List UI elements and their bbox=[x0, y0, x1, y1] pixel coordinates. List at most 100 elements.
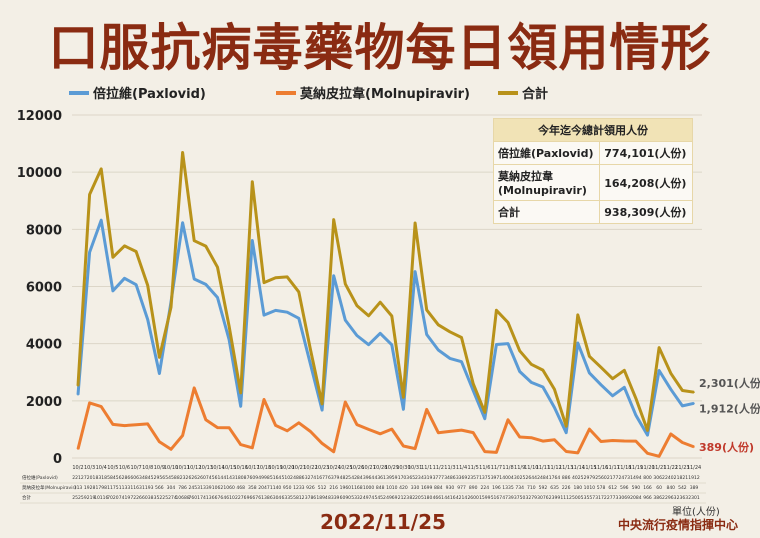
source-label: 中央流行疫情指揮中心 bbox=[618, 518, 739, 532]
x-tick-label: 10/18 bbox=[257, 465, 271, 471]
data-row-value: 592 bbox=[539, 485, 548, 491]
data-point-total bbox=[565, 425, 567, 428]
x-tick-label: 10/20 bbox=[280, 465, 294, 471]
y-tick-label: 10000 bbox=[17, 166, 62, 181]
x-tick-label: 10/5 bbox=[107, 465, 118, 471]
data-point-paxlovid bbox=[623, 386, 626, 389]
data-point-molnupiravir bbox=[611, 439, 614, 442]
data-row-value: 7413 bbox=[200, 495, 212, 501]
data-row-value: 8220 bbox=[409, 495, 421, 501]
data-row-value: 468 bbox=[236, 485, 245, 491]
data-point-total bbox=[553, 388, 556, 391]
data-point-total bbox=[681, 389, 684, 392]
data-point-molnupiravir bbox=[181, 434, 184, 437]
data-point-total bbox=[205, 245, 207, 247]
data-row-value: 5180 bbox=[421, 495, 433, 501]
summary-value: 164,208(人份) bbox=[599, 164, 693, 201]
data-point-molnupiravir bbox=[298, 421, 300, 424]
report-date: 2022/11/25 bbox=[320, 510, 446, 534]
data-point-molnupiravir bbox=[495, 451, 498, 454]
data-point-paxlovid bbox=[576, 342, 579, 344]
data-row-value: 512 bbox=[318, 485, 327, 491]
data-point-paxlovid bbox=[402, 408, 405, 411]
data-point-total bbox=[88, 193, 91, 196]
data-row-value: 8232 bbox=[177, 475, 189, 481]
x-tick-label: 11/23 bbox=[675, 465, 689, 471]
data-row-value: 10688 bbox=[175, 495, 189, 501]
data-point-paxlovid bbox=[542, 386, 544, 388]
data-point-total bbox=[367, 315, 370, 317]
data-row-value: 4998 bbox=[258, 475, 270, 481]
x-tick-label: 10/23 bbox=[315, 465, 329, 471]
x-tick-label: 11/20 bbox=[640, 465, 654, 471]
summary-label: 莫納皮拉韋 (Molnupiravir) bbox=[492, 164, 601, 201]
summary-value: 774,101(人份) bbox=[599, 141, 693, 165]
x-tick-label: 11/10 bbox=[524, 465, 538, 471]
data-row-value: 710 bbox=[527, 485, 536, 491]
data-row-value: 566 bbox=[155, 485, 164, 491]
x-tick-label: 11/6 bbox=[479, 465, 490, 471]
data-point-molnupiravir bbox=[216, 426, 219, 429]
end-label-paxlovid: 1,912(人份) bbox=[699, 401, 760, 415]
data-point-molnupiravir bbox=[565, 450, 567, 453]
data-point-total bbox=[112, 256, 114, 259]
data-point-total bbox=[530, 363, 533, 366]
data-row-value: 590 bbox=[632, 485, 641, 491]
summary-row-paxlovid: 倍拉維(Paxlovid) 774,101(人份) bbox=[492, 141, 693, 165]
data-point-total bbox=[239, 392, 242, 394]
data-row-value: 420 bbox=[399, 485, 408, 491]
data-point-molnupiravir bbox=[251, 446, 254, 449]
data-point-molnupiravir bbox=[112, 423, 114, 426]
data-row-value: 6038 bbox=[142, 495, 154, 501]
x-tick-label: 10/15 bbox=[222, 465, 236, 471]
data-point-molnupiravir bbox=[460, 429, 463, 431]
series-line-total bbox=[76, 151, 695, 432]
x-tick-label: 11/14 bbox=[571, 465, 585, 471]
data-point-total bbox=[425, 309, 428, 311]
x-tick-label: 10/11 bbox=[175, 465, 189, 471]
data-point-total bbox=[332, 218, 335, 221]
data-row-value: 786 bbox=[178, 485, 187, 491]
data-row-value: 7609 bbox=[247, 475, 259, 481]
data-row-value: 1175 bbox=[107, 485, 119, 491]
data-row-value: 1764 bbox=[549, 475, 561, 481]
x-tick-label: 11/18 bbox=[617, 465, 631, 471]
data-row-value: 5812 bbox=[293, 495, 305, 501]
data-point-molnupiravir bbox=[658, 455, 660, 458]
data-point-total bbox=[669, 372, 672, 375]
unit-label: 單位(人份) bbox=[672, 507, 720, 518]
data-row-value: 4214 bbox=[456, 495, 468, 501]
data-row-value: 2276 bbox=[235, 495, 247, 501]
data-row-value: 7201 bbox=[84, 475, 96, 481]
x-tick-label: 10/26 bbox=[350, 465, 364, 471]
summary-row-total: 合計 938,309(人份) bbox=[492, 200, 693, 224]
data-row-value: 3786 bbox=[305, 495, 317, 501]
data-row-value: 3750 bbox=[514, 495, 526, 501]
data-row-value: 5845 bbox=[107, 475, 119, 481]
data-point-total bbox=[472, 382, 474, 385]
data-point-paxlovid bbox=[460, 360, 463, 363]
x-tick-label: 11/9 bbox=[514, 465, 525, 471]
data-point-total bbox=[646, 429, 649, 432]
data-row-value: 4361 bbox=[374, 475, 386, 481]
data-row-value: 4284 bbox=[351, 475, 363, 481]
data-row-value: 1699 bbox=[421, 485, 433, 491]
data-point-molnupiravir bbox=[681, 441, 684, 444]
data-point-total bbox=[483, 411, 486, 414]
data-row-value: 1798 bbox=[96, 485, 108, 491]
x-tick-label: 10/31 bbox=[408, 465, 422, 471]
data-point-molnupiravir bbox=[228, 426, 230, 429]
data-row-value: 330 bbox=[411, 485, 420, 491]
x-tick-label: 10/24 bbox=[326, 465, 340, 471]
data-point-paxlovid bbox=[77, 393, 79, 396]
data-row-value: 4825 bbox=[340, 475, 352, 481]
x-tick-label: 10/14 bbox=[210, 465, 224, 471]
data-row-value: 3025 bbox=[514, 475, 526, 481]
data-row-value: 930 bbox=[446, 485, 455, 491]
data-row-value: 4969 bbox=[386, 495, 398, 501]
data-row-value: 1010 bbox=[584, 485, 596, 491]
data-row-value: 5614 bbox=[212, 475, 224, 481]
data-point-molnupiravir bbox=[518, 436, 521, 438]
data-row-value: 6286 bbox=[119, 475, 131, 481]
data-row-value: 3862 bbox=[653, 495, 665, 501]
